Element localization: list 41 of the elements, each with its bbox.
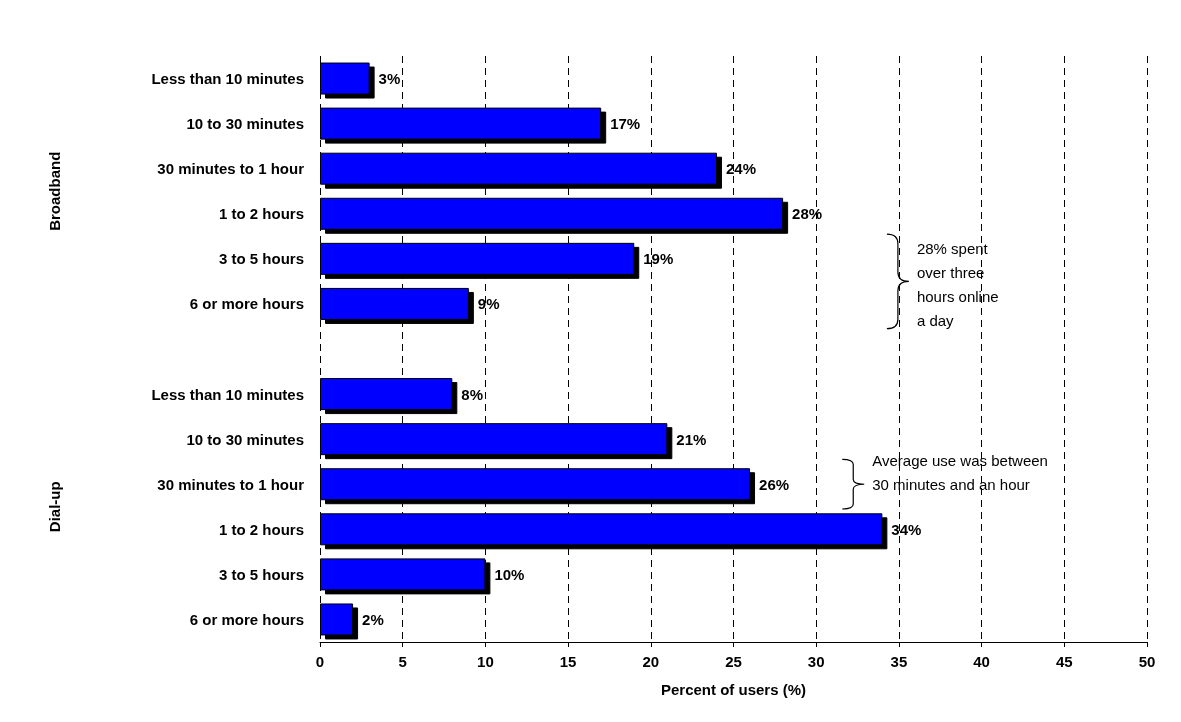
x-tick-label: 45 — [1055, 653, 1073, 670]
y-tick-label: 30 minutes to 1 hour — [157, 160, 305, 178]
data-label: 9% — [477, 295, 500, 313]
data-label: 3% — [378, 70, 401, 88]
y-tick-label: 1 to 2 hours — [218, 520, 304, 538]
y-tick-label: Less than 10 minutes — [151, 385, 304, 403]
y-tick-label: 30 minutes to 1 hour — [157, 475, 305, 493]
data-label: 34% — [891, 520, 922, 538]
y-tick-label: 10 to 30 minutes — [186, 115, 304, 133]
data-label: 8% — [461, 385, 484, 403]
y-tick-label: 3 to 5 hours — [218, 250, 304, 268]
x-tick-label: 0 — [315, 653, 325, 670]
annotation: 28% spent over three hours online a day — [916, 239, 1003, 329]
x-tick-label: 50 — [1138, 653, 1156, 670]
data-label: 17% — [610, 115, 641, 133]
x-tick-label: 40 — [973, 653, 990, 670]
y-tick-label: Less than 10 minutes — [151, 70, 304, 88]
y-tick-label: 1 to 2 hours — [218, 205, 304, 223]
text: Broadband — [45, 151, 63, 231]
y-tick-label: 6 or more hours — [189, 610, 304, 628]
x-axis-title: Percent of users (%) — [660, 681, 807, 698]
data-label: 10% — [494, 565, 525, 583]
data-label: 21% — [676, 430, 707, 448]
data-label: 2% — [362, 610, 384, 628]
x-tick-label: 15 — [559, 653, 577, 670]
bar — [320, 558, 486, 591]
x-tick-label: 25 — [725, 653, 742, 670]
data-label: 28% — [792, 205, 823, 223]
y-tick-label: 6 or more hours — [189, 295, 304, 313]
data-label: 26% — [759, 475, 790, 493]
text: Dial-up — [45, 481, 63, 533]
annotation: Average use was between 30 minutes and an hour — [872, 451, 1053, 493]
x-tick-label: 35 — [890, 653, 908, 670]
x-tick-label: 10 — [477, 653, 494, 670]
data-label: 19% — [643, 250, 674, 268]
y-tick-label: 10 to 30 minutes — [186, 430, 304, 448]
y-tick-label: 3 to 5 hours — [218, 565, 304, 583]
x-tick-label: 20 — [642, 653, 660, 670]
x-tick-label: 5 — [398, 653, 407, 670]
data-label: 24% — [725, 160, 756, 178]
x-tick-label: 30 — [807, 653, 825, 670]
